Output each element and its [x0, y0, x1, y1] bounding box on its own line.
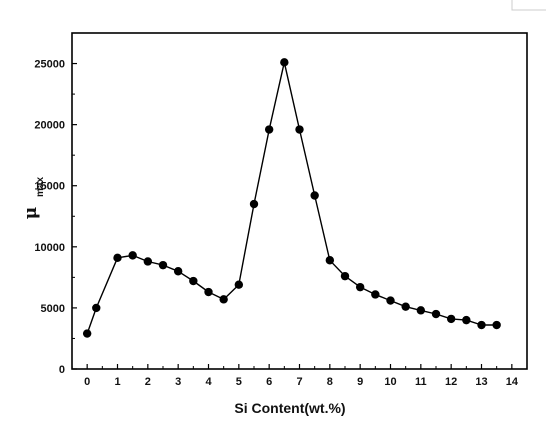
data-point — [143, 257, 153, 266]
data-point — [158, 260, 168, 270]
y-tick-label: 25000 — [34, 59, 65, 71]
data-point — [128, 251, 137, 260]
x-tick-label: 6 — [266, 376, 272, 388]
x-tick-label: 10 — [384, 376, 396, 388]
data-point — [325, 256, 335, 265]
x-tick-label: 1 — [114, 376, 120, 388]
data-point — [355, 282, 365, 292]
x-axis-label: Si Content(wt.%) — [234, 400, 345, 416]
data-point — [113, 253, 122, 263]
x-tick-label: 11 — [415, 376, 427, 388]
x-tick-label: 12 — [445, 376, 457, 388]
data-point — [295, 125, 304, 134]
plot-area: 0 1 2 3 4 5 6 7 8 9 10 11 12 13 1405000100001500020000… — [34, 32, 528, 388]
data-point — [92, 303, 101, 313]
data-point — [386, 296, 395, 305]
plot-frame — [71, 32, 528, 370]
data-point — [219, 295, 228, 304]
data-point — [431, 309, 441, 319]
y-axis-label-subscript: max — [35, 177, 46, 197]
x-tick-label: 0 — [84, 376, 90, 388]
data-point — [234, 280, 244, 289]
data-point — [189, 276, 198, 286]
x-tick-label: 4 — [205, 376, 212, 388]
y-axis-label-symbol: μ — [21, 207, 41, 219]
data-point — [310, 191, 319, 200]
x-tick-label: 3 — [175, 376, 181, 388]
data-point — [462, 315, 471, 325]
x-tick-label: 5 — [236, 376, 242, 388]
series-line — [86, 61, 497, 334]
x-tick-label: 7 — [296, 376, 302, 388]
data-point — [264, 125, 274, 134]
data-point — [416, 306, 426, 315]
y-tick-label: 20000 — [34, 120, 65, 132]
x-tick-label: 8 — [327, 376, 333, 388]
x-tick-label: 13 — [475, 376, 487, 388]
data-point — [204, 287, 213, 297]
y-tick-label: 10000 — [34, 242, 65, 254]
y-axis-label: μ max — [21, 177, 46, 220]
y-tick-label: 5000 — [41, 303, 65, 315]
y-tick-label: 0 — [59, 364, 65, 376]
data-point — [477, 320, 486, 330]
data-point — [173, 267, 183, 276]
data-point — [446, 314, 456, 324]
data-point — [371, 290, 380, 299]
corner-box-artifact — [511, 0, 546, 11]
data-point — [401, 302, 410, 311]
data-point — [492, 320, 501, 330]
data-point — [249, 199, 259, 209]
x-tick-label: 14 — [506, 376, 519, 388]
x-tick-label: 2 — [145, 376, 151, 388]
y-tick-label: 15000 — [34, 181, 65, 193]
data-point — [340, 271, 350, 281]
data-point — [280, 58, 289, 67]
x-tick-label: 9 — [357, 376, 363, 388]
data-point — [82, 329, 92, 338]
